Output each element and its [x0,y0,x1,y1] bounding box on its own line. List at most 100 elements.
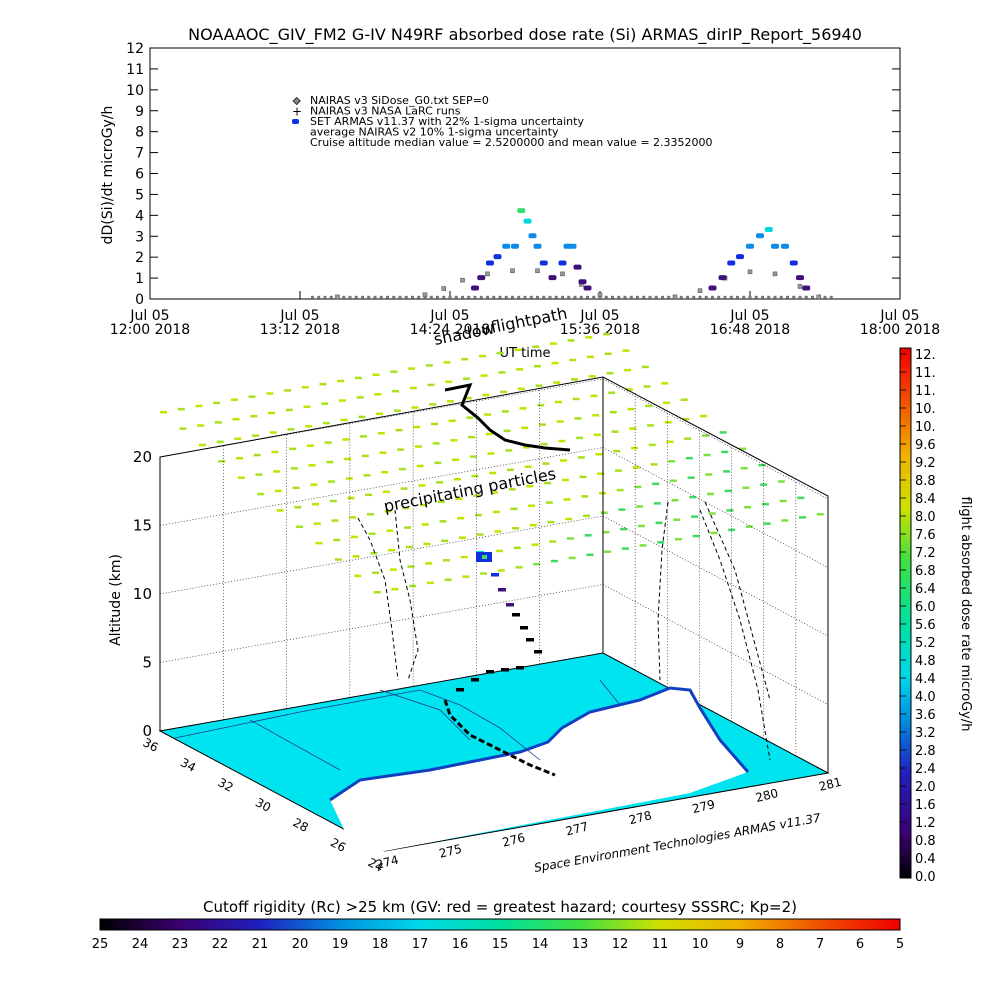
dose-field-point [411,406,419,409]
latitude-tick-label: 34 [178,755,198,775]
dose-field-point [252,434,260,437]
dose-field-point [779,499,787,503]
baseline-point [492,295,496,299]
baseline-point [392,295,396,299]
baseline-point [604,295,608,299]
dose-colorbar-ticks: 12. 11. 11. 10. 10. 9.6 9.2 8.8 8.4 8.0 7.6 7.2 6.8 6… [900,348,936,885]
dose-field-point [268,411,276,415]
dose-colorbar-tick-label: 7.2 [915,546,936,561]
dose-field-point [494,530,502,533]
dose-field-point [666,440,674,444]
flightpath-point [534,650,542,654]
dose-field-point [531,543,539,546]
altitude-tick-label: 15 [133,517,152,535]
x-tick-label-time: 14:24 2018 [410,322,490,338]
dose-field-point [661,382,669,385]
baseline-point [754,295,758,299]
altitude-tick-label: 0 [142,722,152,740]
nairas-point [460,277,465,283]
baseline-point [367,295,371,299]
dose-field-point [331,519,339,522]
armas-point [486,260,494,266]
baseline-point [767,295,771,299]
rigidity-colorbar-tick-label: 22 [212,937,229,952]
dose-field-point [537,403,545,407]
dose-field-point [609,410,617,414]
rigidity-colorbar-tick-label: 7 [816,937,824,952]
dose-field-point [627,407,635,411]
rigidity-colorbar: Cutoff rigidity (Rc) >25 km (GV: red = g… [92,898,904,952]
dose-field-point [744,505,752,509]
flightpath-point [516,666,524,670]
dose-field-point [521,426,529,430]
wall-gridline-right [602,515,829,637]
longitude-tick-label: 276 [501,830,527,849]
baseline-point [542,295,546,299]
dose-field-point [637,524,645,528]
dose-field-point [354,376,362,380]
dose-field-point [624,368,632,372]
dose-field-point [345,477,353,480]
nairas-point [597,292,603,298]
dose-field-point [497,569,505,572]
dose-field-point [487,452,495,455]
dose-field-point [708,512,716,515]
baseline-point [536,295,539,299]
longitude-tick-label: 277 [564,819,590,838]
y-tick-label: 9 [135,104,144,120]
dose-field-point [354,574,362,578]
x-tick-label-time: 12:00 2018 [110,322,190,338]
dose-field-point [506,468,514,472]
dose-field-point [514,348,522,352]
dose-field-point [476,533,484,536]
altitude-tick-label: 20 [133,448,152,466]
dose-field-point [707,492,715,496]
baseline-point [642,295,646,299]
dose-field-point [700,414,708,418]
dose-colorbar-tick-label: 4.0 [915,690,936,705]
baseline-point [561,295,564,299]
dose-field-point [611,430,619,433]
dose-field-point [255,473,263,476]
baseline-point [404,295,408,299]
altitude-tick-label: 10 [133,585,152,603]
dose-field-point [368,532,376,536]
baseline-point [504,295,508,299]
wall-projection-right [657,501,771,761]
dose-field-point [603,333,610,336]
baseline-point [429,295,433,299]
armas-point [548,275,557,281]
dose-field-point [469,455,477,458]
dose-field-point [360,435,368,438]
x-tick-label-date: Jul 05 [279,308,319,324]
shadow-path [444,382,571,452]
credit-text: Space Environment Technologies ARMAS v11… [533,811,822,875]
dose-colorbar-tick-label: 0.0 [915,870,936,885]
dose-field-point [308,463,316,467]
dose-field-point [466,416,474,419]
armas-point [756,233,764,239]
timeseries-frame [149,47,901,300]
baseline-point [592,295,596,299]
dose-field-point [528,504,536,507]
dose-field-point [629,427,637,430]
dose-field-point [366,513,374,516]
baseline-point [779,295,783,299]
dose-field-point [450,439,458,442]
dose-colorbar-label: flight absorbed dose rate microGy/h [958,497,973,732]
dose-field-point [567,339,575,342]
y-tick-label: 6 [135,167,144,183]
dose-field-point [650,463,658,466]
dose-field-point [535,384,543,387]
wall-gridline-right [602,447,829,568]
dose-field-point [213,401,221,405]
timeseries-xlabel: UT time [500,346,551,361]
dose-field-point [284,389,292,392]
x-tick-label-time: 13:12 2018 [260,322,340,338]
dose-field-point [303,405,311,409]
dose-field-point [405,545,413,549]
wall-gridline-left [159,515,604,595]
dose-field-point [289,447,297,451]
